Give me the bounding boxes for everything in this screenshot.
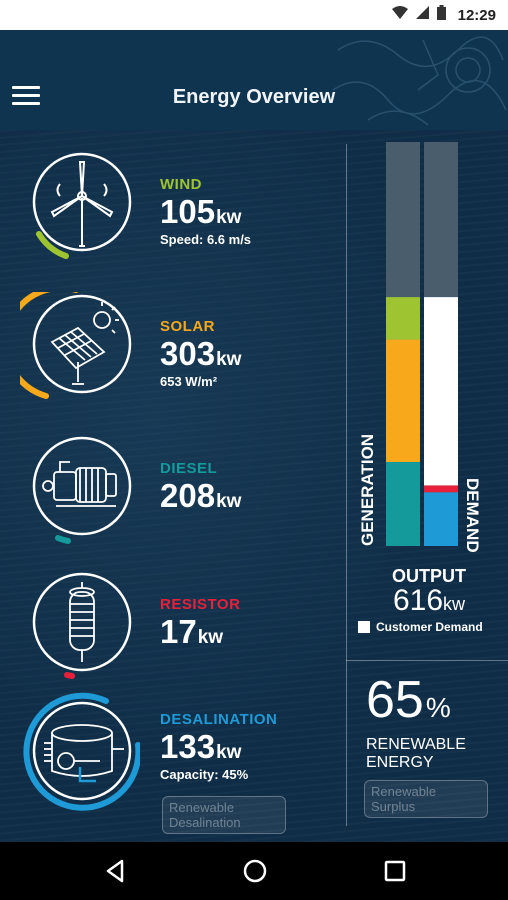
desalination-tank-icon [23,692,140,811]
solar-unit: kw [216,349,242,370]
page-title: Energy Overview [172,86,336,108]
home-icon[interactable] [240,856,270,886]
status-bar: 12:29 [0,0,508,30]
resistor-unit: kw [197,627,224,648]
source-solar[interactable]: SOLAR 303 kw 653 W/m² [0,292,340,432]
demand-segment-customer-demand [424,297,458,486]
renewable-surplus-button[interactable]: Renewable Surplus [364,780,488,818]
solar-value: 303 [160,335,216,372]
signal-icon [415,6,429,24]
back-icon[interactable] [100,856,130,886]
source-diesel[interactable]: DIESEL 208 kw [0,434,340,574]
demand-label: DEMAND [463,478,482,553]
demand-segment-desalination [424,492,458,546]
diesel-generator-icon [32,436,132,544]
resistor-coil-icon [32,572,132,679]
main-content: WIND 105 kw Speed: 6.6 m/s SOLAR 303 kw 65 [0,130,508,842]
source-wind[interactable]: WIND 105 kw Speed: 6.6 m/s [0,150,340,290]
wind-speed: Speed: 6.6 m/s [160,232,252,247]
demand-segment-resistor [424,485,458,493]
renewable-energy-label: RENEWABLE ENERGY [366,736,466,771]
output-title: OUTPUT [392,566,466,586]
decorative-map-pattern [332,36,507,126]
output-unit: kw [443,594,466,614]
system-nav-bar [0,842,508,900]
panel-divider [346,144,347,826]
source-resistor[interactable]: RESISTOR 17 kw [0,570,340,710]
legend-swatch [358,621,370,633]
desalination-value: 133 [160,728,216,765]
renewable-percentage: 65% [366,670,451,730]
wind-value: 105 [160,193,216,230]
renewable-percent-symbol: % [425,692,451,723]
desalination-unit: kw [216,742,242,763]
wifi-icon [391,6,408,24]
diesel-unit: kw [216,491,242,512]
legend-label: Customer Demand [376,620,483,634]
diesel-label: DIESEL [160,460,218,477]
resistor-label: RESISTOR [160,596,241,613]
hamburger-menu-icon[interactable] [12,86,40,108]
customer-demand-legend: Customer Demand [358,620,483,634]
recents-icon[interactable] [380,856,410,886]
solar-irradiance: 653 W/m² [160,374,218,389]
resistor-value: 17 [160,613,197,650]
solar-label: SOLAR [160,318,215,335]
output-bar-chart [386,142,458,546]
wind-unit: kw [216,207,242,228]
source-desalination[interactable]: DESALINATION 133 kw Capacity: 45% [0,685,340,825]
app-bar: Energy Overview [0,30,508,130]
renewable-percent-value: 65 [366,671,424,729]
generation-segment-wind [386,297,420,340]
solar-panel-icon [20,292,132,399]
output-bars: GENERATION DEMAND [350,142,500,553]
generation-label: GENERATION [358,433,377,546]
battery-icon [436,5,446,25]
status-time: 12:29 [457,6,496,24]
panel-divider-horizontal [346,660,508,661]
wind-turbine-icon [32,152,132,259]
renewable-desalination-button[interactable]: Renewable Desalination [162,796,286,834]
desalination-label: DESALINATION [160,711,278,728]
generation-segment-diesel [386,461,420,546]
output-value: 616 [392,584,444,617]
diesel-value: 208 [160,477,216,514]
desalination-capacity: Capacity: 45% [160,767,249,782]
generation-segment-solar [386,339,420,462]
wind-label: WIND [160,176,202,193]
